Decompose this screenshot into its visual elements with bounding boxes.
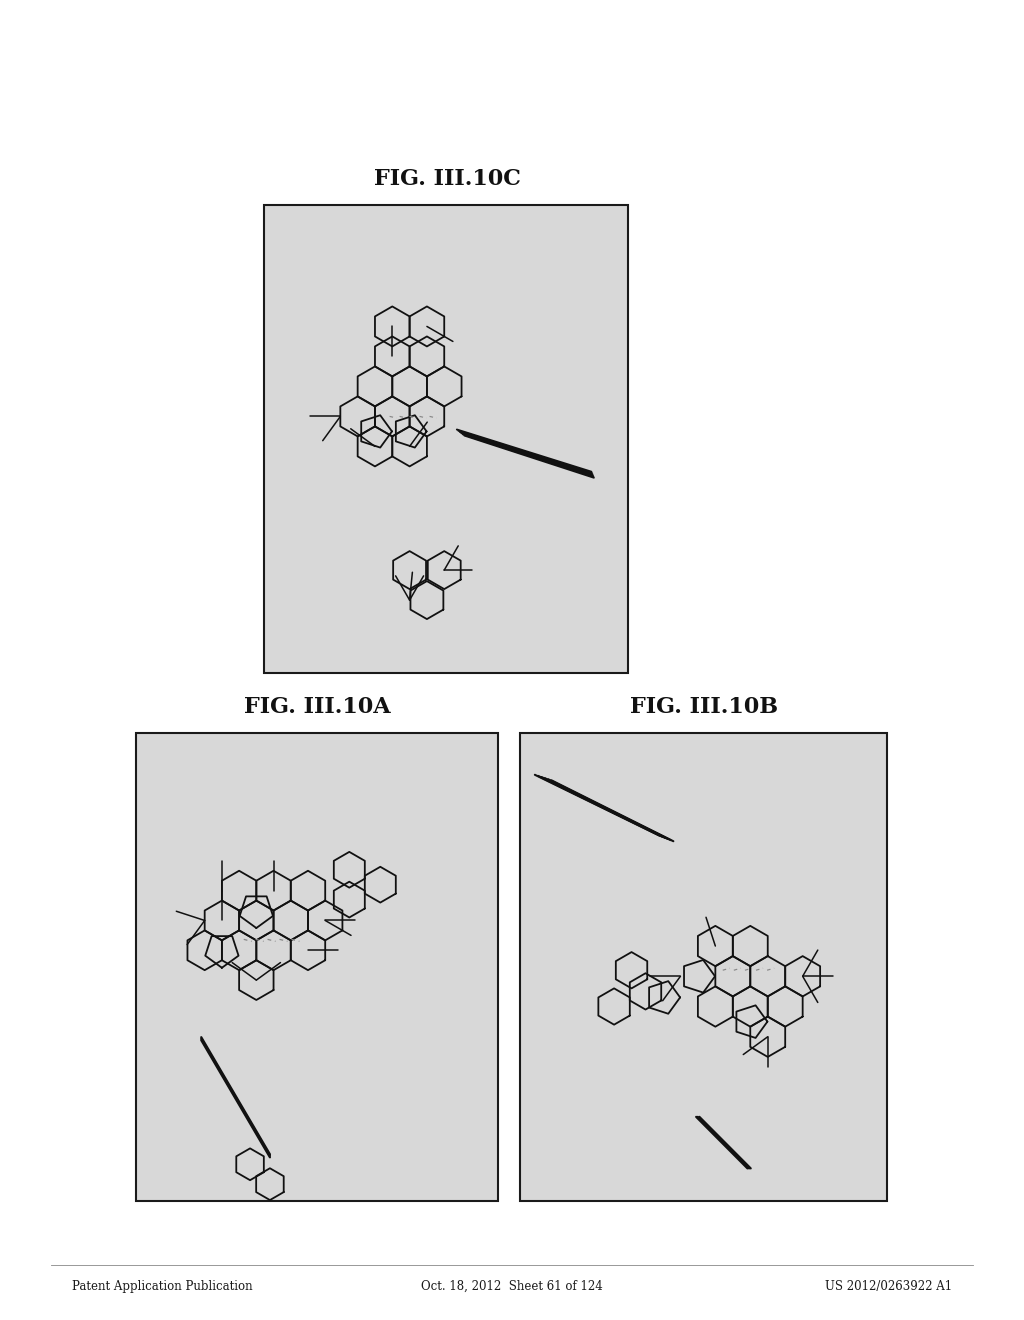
Text: FIG. III.10A: FIG. III.10A <box>244 696 391 718</box>
Text: FIG. III.10C: FIG. III.10C <box>374 168 521 190</box>
Bar <box>520 733 887 1201</box>
Text: Patent Application Publication: Patent Application Publication <box>72 1280 252 1292</box>
Text: FIG. III.10B: FIG. III.10B <box>631 696 778 718</box>
Text: US 2012/0263922 A1: US 2012/0263922 A1 <box>825 1280 952 1292</box>
Text: Oct. 18, 2012  Sheet 61 of 124: Oct. 18, 2012 Sheet 61 of 124 <box>421 1280 603 1292</box>
Bar <box>136 733 498 1201</box>
Bar <box>264 205 628 673</box>
